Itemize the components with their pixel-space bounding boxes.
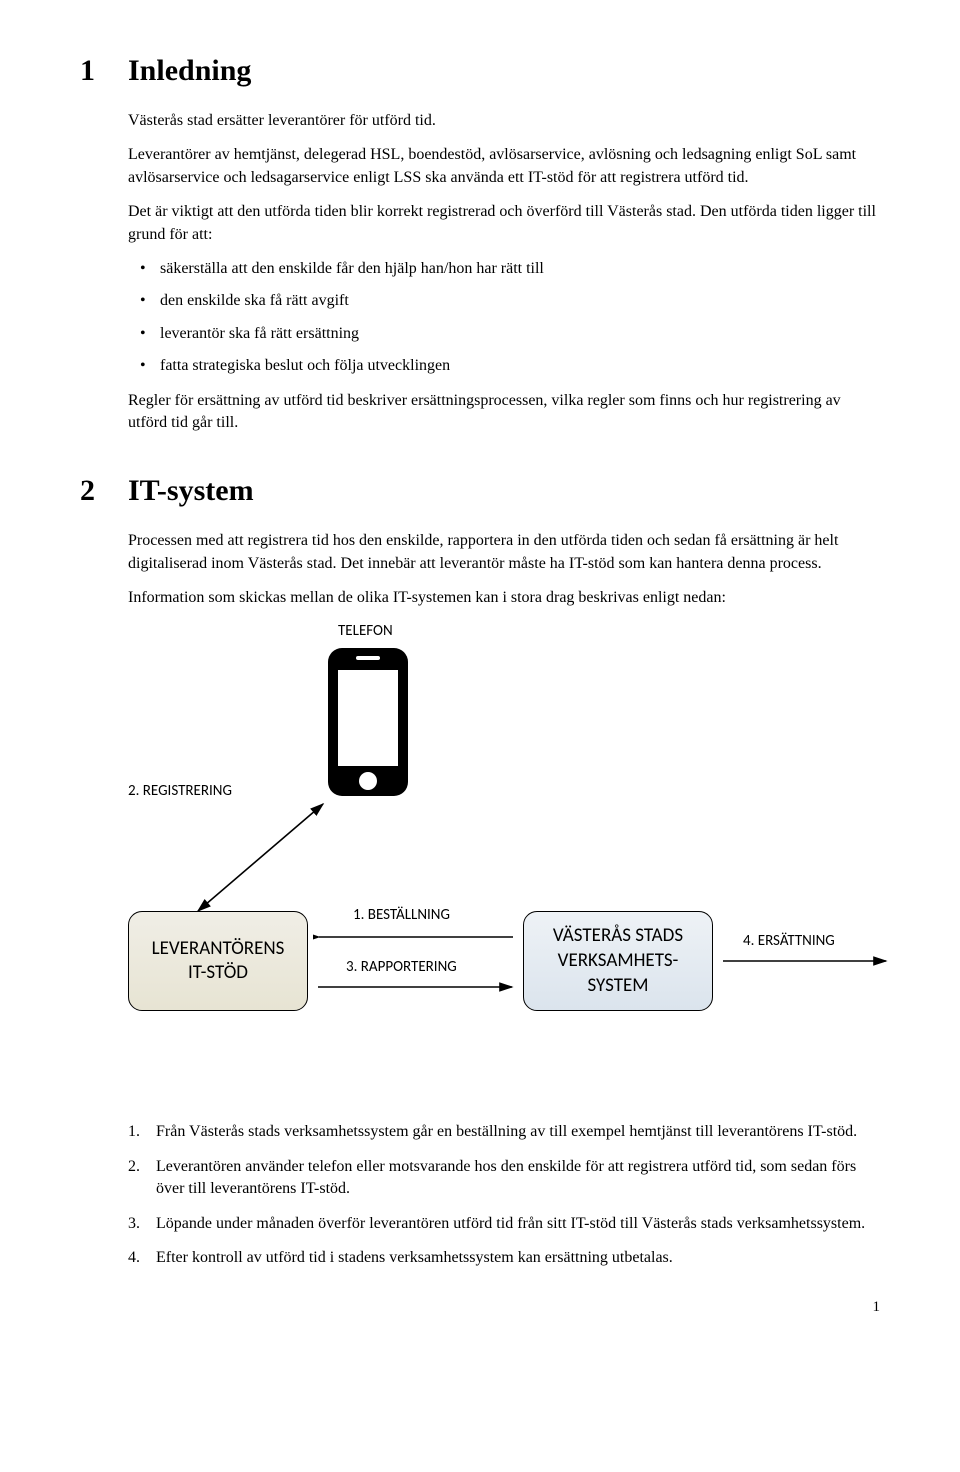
item-number: 1. [128, 1121, 156, 1143]
s2-paragraph-1: Processen med att registrera tid hos den… [128, 530, 880, 575]
numbered-list: 1. Från Västerås stads verksamhetssystem… [128, 1121, 880, 1269]
list-item: säkerställa att den enskilde får den hjä… [128, 258, 880, 280]
item-number: 4. [128, 1247, 156, 1269]
ersattning-label: 4. ERSÄTTNING [743, 931, 835, 952]
leverantor-box-line2: IT-STÖD [188, 961, 248, 986]
list-item: fatta strategiska beslut och följa utvec… [128, 355, 880, 377]
list-item: 1. Från Västerås stads verksamhetssystem… [128, 1121, 880, 1143]
list-item: den enskilde ska få rätt avgift [128, 290, 880, 312]
list-item: leverantör ska få rätt ersättning [128, 323, 880, 345]
phone-icon [323, 646, 413, 801]
page-number: 1 [80, 1297, 880, 1318]
vasteras-box: VÄSTERÅS STADS VERKSAMHETS- SYSTEM [523, 911, 713, 1011]
arrow-right-2-icon [718, 951, 893, 971]
process-diagram: TELEFON 2. REGISTRERING LEVERANTÖRENS IT… [128, 621, 880, 1121]
item-text: Löpande under månaden överför leverantör… [156, 1213, 865, 1235]
bidir-arrow-icon [173, 796, 343, 926]
list-item: 3. Löpande under månaden överför leveran… [128, 1213, 880, 1235]
s1-paragraph-4: Regler för ersättning av utförd tid besk… [128, 390, 880, 435]
s2-paragraph-2: Information som skickas mellan de olika … [128, 587, 880, 609]
section-2-number: 2 [80, 470, 128, 512]
section-1-header: 1 Inledning [80, 50, 880, 92]
vasteras-box-line3: SYSTEM [587, 974, 648, 999]
item-text: Efter kontroll av utförd tid i stadens v… [156, 1247, 673, 1269]
vasteras-box-line1: VÄSTERÅS STADS [553, 924, 683, 949]
s1-paragraph-3: Det är viktigt att den utförda tiden bli… [128, 201, 880, 246]
s1-bullet-list: säkerställa att den enskilde får den hjä… [128, 258, 880, 378]
list-item: 4. Efter kontroll av utförd tid i staden… [128, 1247, 880, 1269]
leverantor-box: LEVERANTÖRENS IT-STÖD [128, 911, 308, 1011]
arrow-right-icon [313, 977, 518, 997]
arrow-left-icon [313, 927, 518, 947]
s1-paragraph-1: Västerås stad ersätter leverantörer för … [128, 110, 880, 132]
rapportering-label: 3. RAPPORTERING [346, 957, 457, 978]
section-1-title: Inledning [128, 50, 251, 92]
section-1-number: 1 [80, 50, 128, 92]
section-2-header: 2 IT-system [80, 470, 880, 512]
vasteras-box-line2: VERKSAMHETS- [558, 949, 679, 974]
phone-label: TELEFON [338, 621, 393, 642]
s1-paragraph-2: Leverantörer av hemtjänst, delegerad HSL… [128, 144, 880, 189]
bestallning-label: 1. BESTÄLLNING [353, 905, 450, 926]
section-2-title: IT-system [128, 470, 254, 512]
item-text: Leverantören använder telefon eller mots… [156, 1156, 880, 1201]
item-text: Från Västerås stads verksamhetssystem gå… [156, 1121, 857, 1143]
item-number: 3. [128, 1213, 156, 1235]
leverantor-box-line1: LEVERANTÖRENS [152, 937, 285, 962]
list-item: 2. Leverantören använder telefon eller m… [128, 1156, 880, 1201]
item-number: 2. [128, 1156, 156, 1201]
